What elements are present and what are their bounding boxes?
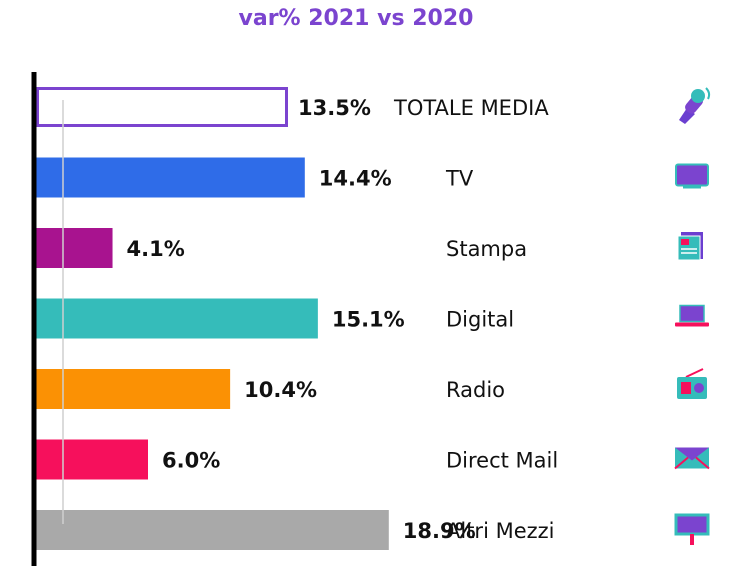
data-label: 4.1%: [127, 237, 185, 261]
bar-digital: [36, 298, 318, 339]
tv-icon: [675, 163, 709, 189]
category-label: TOTALE MEDIA: [393, 96, 549, 120]
data-label: 14.4%: [319, 167, 392, 191]
data-label: 15.1%: [332, 308, 405, 332]
bar-tv: [36, 157, 305, 198]
chart-title: var% 2021 vs 2020: [238, 6, 474, 31]
category-label: Altri Mezzi: [446, 519, 555, 543]
radio-icon: [677, 368, 707, 399]
newspaper-icon: [677, 232, 703, 261]
bar-stampa: [36, 228, 113, 268]
bar-altri-mezzi: [36, 510, 389, 550]
data-label: 13.5%: [298, 96, 371, 120]
billboard-icon: [674, 513, 710, 545]
category-label: Direct Mail: [446, 449, 558, 473]
bar-totale-media: [36, 87, 288, 127]
bar-radio: [36, 369, 231, 409]
data-label: 6.0%: [162, 449, 220, 473]
category-label: Radio: [446, 378, 505, 402]
data-label: 18.9%: [403, 519, 476, 543]
icons-group: [674, 87, 711, 545]
category-label: TV: [445, 167, 474, 191]
bar-direct-mail: [36, 439, 148, 480]
category-label: Stampa: [446, 237, 527, 261]
mail-icon: [674, 447, 710, 470]
data-label: 10.4%: [244, 378, 317, 402]
laptop-icon: [675, 304, 709, 327]
bars-group: 13.5% TOTALE MEDIA 14.4% TV 4.1% Stampa 15.1% D…: [36, 87, 558, 550]
microphone-icon: [679, 87, 711, 124]
category-label: Digital: [446, 308, 514, 332]
